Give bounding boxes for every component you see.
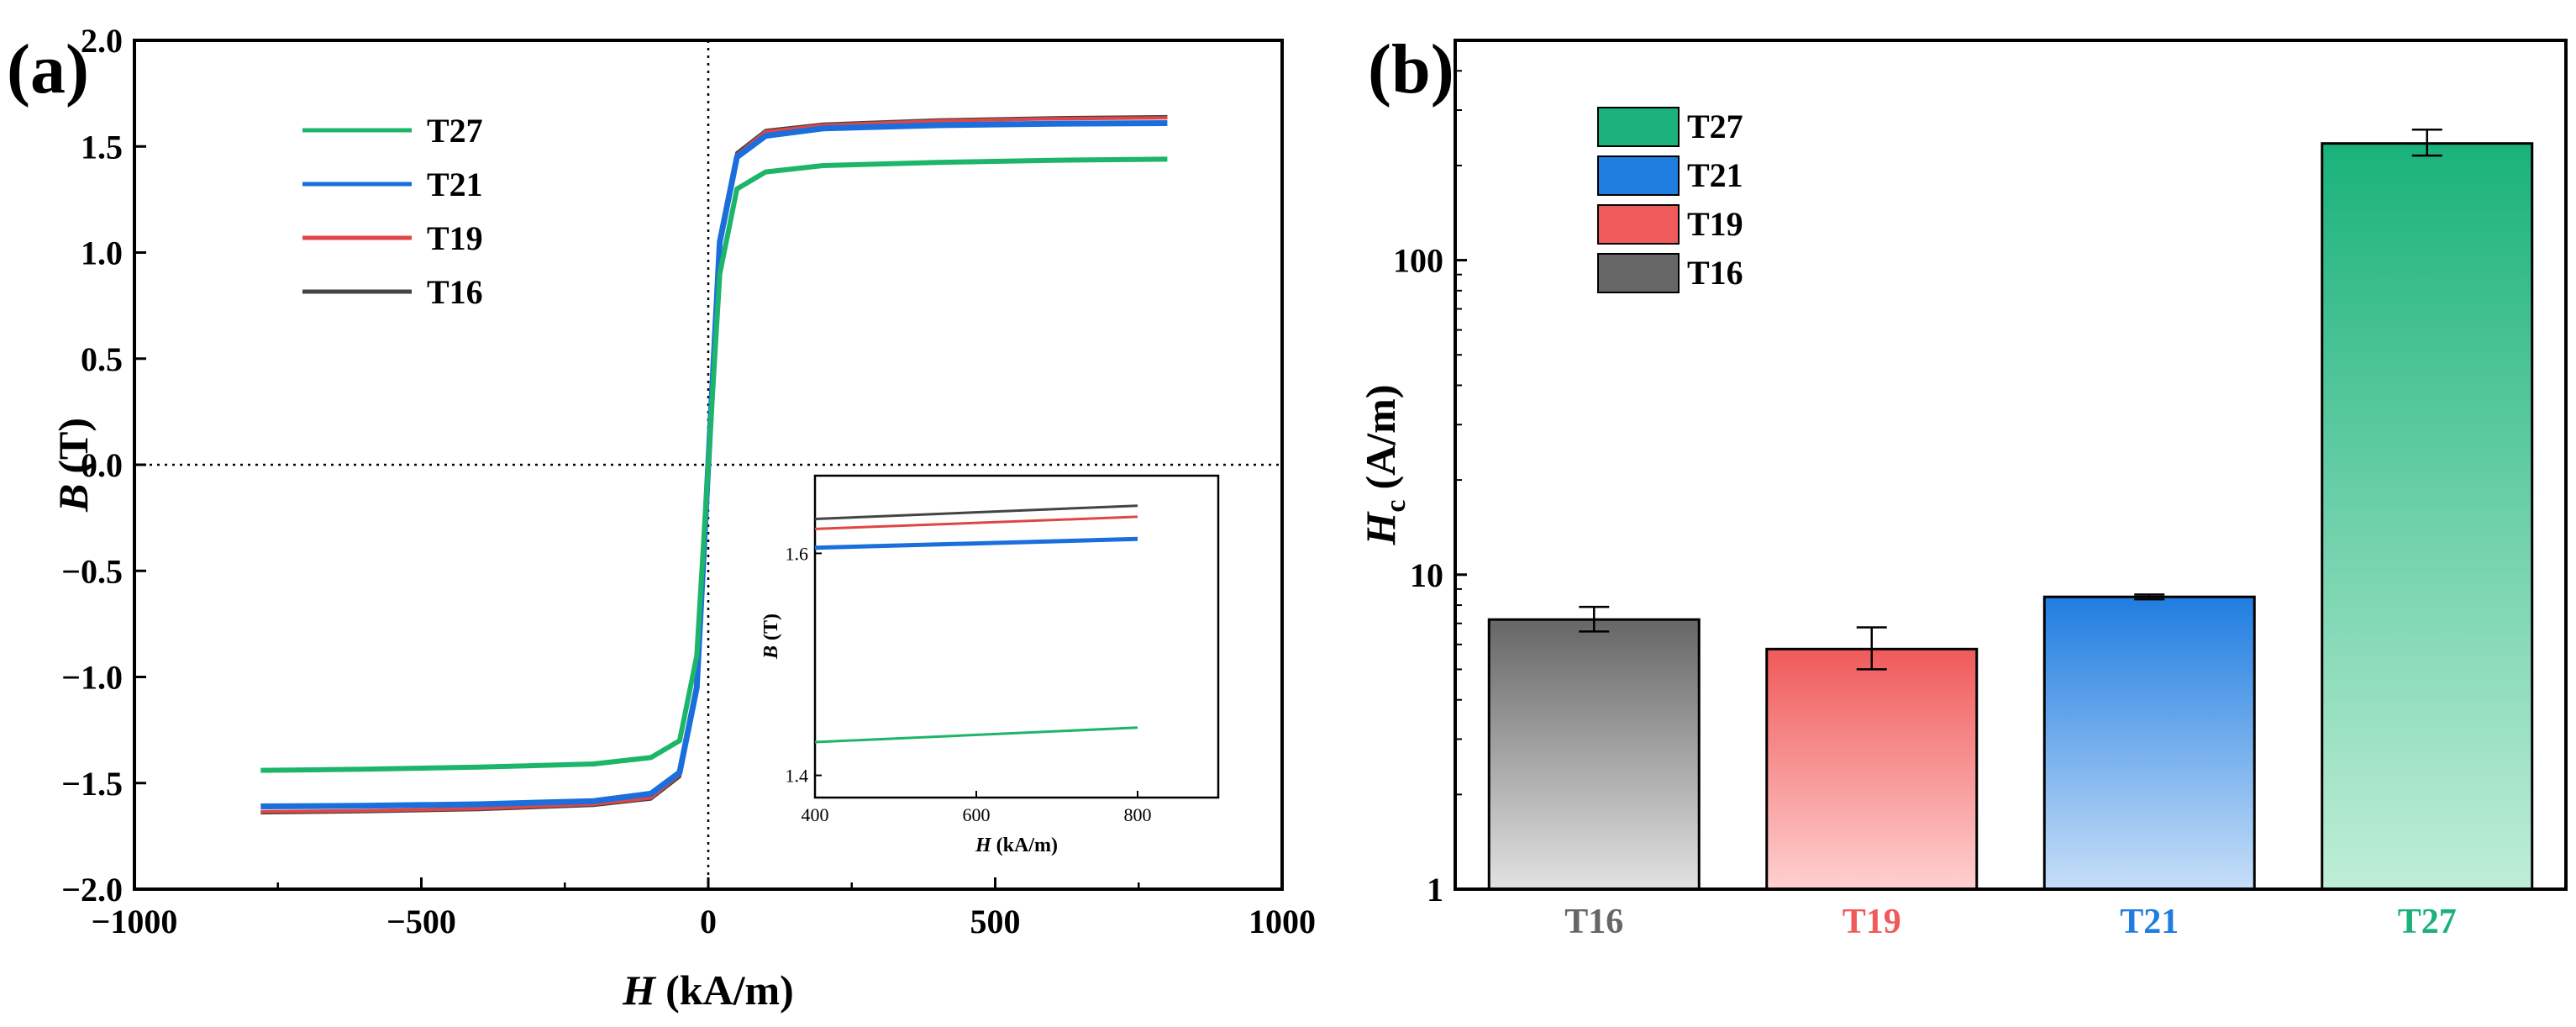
inset-plot: 400 600 800 1.6 1.4 H (kA/m) B (T) (760, 474, 1220, 856)
legend-label-t21: T21 (427, 166, 483, 203)
inset-x-tick-label: 800 (1124, 804, 1152, 825)
x-tick-label: 500 (970, 903, 1021, 940)
inset-frame (813, 474, 1220, 799)
inset-x-unit: (kA/m) (996, 835, 1058, 856)
legend-label-t27: T27 (1687, 108, 1743, 145)
inset-line-t19 (814, 515, 1138, 530)
panel-b-label: (b) (1368, 30, 1454, 108)
category-label-t19: T19 (1843, 903, 1901, 941)
series-line-t27 (260, 156, 1168, 773)
inset-ticks: 400 600 800 1.6 1.4 (786, 543, 1152, 825)
y-axis-symbol: B (50, 484, 97, 513)
panel-a-ticks: −1000 −500 0 500 1000 2.0 1.5 1.0 0.5 0.0 −0.5 −1.0… (61, 22, 1316, 940)
panel-b-frame (1454, 39, 2568, 891)
legend-label-t27: T27 (427, 112, 483, 150)
inset-line-t21 (814, 536, 1138, 550)
y-tick-label: 2.0 (81, 22, 123, 60)
legend-label-t19: T19 (427, 219, 483, 257)
legend-swatch-t27 (1597, 107, 1680, 147)
inset-x-axis-title: H (kA/m) (975, 835, 1058, 856)
x-tick-label: 1000 (1249, 903, 1316, 940)
legend-label-t19: T19 (1687, 205, 1743, 243)
x-tick-label: −1000 (92, 903, 178, 940)
inset-y-tick-label: 1.4 (786, 766, 809, 787)
x-axis-symbol: H (622, 966, 657, 1014)
y-tick-label: 10 (1410, 556, 1443, 594)
inset-y-symbol: B (760, 645, 782, 660)
legend-label-t21: T21 (1687, 156, 1743, 194)
category-label-t21: T21 (2120, 903, 2179, 941)
y-tick-label: 0.5 (81, 340, 123, 378)
y-tick-label: 1.0 (81, 234, 123, 272)
legend-swatch-t16 (1597, 253, 1680, 293)
inset-x-tick-label: 400 (802, 804, 829, 825)
panel-b: (b) T16 T19 T21 T27 100 10 1 T27 T21 T19 T16 Hc (A… (1357, 30, 2568, 941)
inset-x-symbol: H (975, 835, 992, 856)
x-axis-unit: (kA/m) (665, 966, 794, 1014)
x-tick-label: 0 (700, 903, 717, 940)
y-tick-label: −1.5 (61, 765, 123, 803)
legend-swatch-t21 (1597, 155, 1680, 196)
y-tick-label: −2.0 (61, 871, 123, 908)
y-axis-unit: (T) (50, 418, 97, 474)
y-tick-label: −1.0 (61, 659, 123, 697)
bar-t27 (2321, 142, 2534, 891)
y-tick-label: 0.0 (81, 446, 123, 484)
legend-swatch-t19 (1597, 204, 1680, 245)
panel-b-legend: T27 T21 T19 T16 (1597, 107, 1743, 293)
category-label-t27: T27 (2398, 903, 2457, 941)
legend-label-t16: T16 (427, 273, 483, 311)
panel-a-x-axis-title: H (kA/m) (622, 966, 794, 1014)
bar-t19 (1765, 647, 1979, 891)
y-tick-label: 1 (1427, 871, 1443, 908)
inset-y-tick-label: 1.6 (786, 543, 809, 564)
x-tick-label: −500 (386, 903, 456, 940)
inset-x-tick-label: 600 (963, 804, 991, 825)
inset-y-axis-title: B (T) (760, 614, 782, 660)
hc-symbol: H (1357, 510, 1404, 545)
inset-y-unit: (T) (760, 614, 782, 640)
hc-subscript: c (1380, 499, 1412, 512)
y-tick-label: 1.5 (81, 128, 123, 166)
panel-b-y-axis-title: Hc (A/m) (1357, 385, 1412, 546)
legend-label-t16: T16 (1687, 254, 1743, 292)
panel-a: (a) −1000 −500 0 500 1000 2.0 1.5 1.0 0.5 0.0 −0.5… (7, 22, 1316, 1014)
panel-a-series (260, 114, 1168, 815)
y-tick-label: 100 (1393, 242, 1443, 280)
inset-line-t16 (814, 504, 1138, 520)
y-tick-label: −0.5 (61, 552, 123, 590)
panel-b-bars (1487, 129, 2534, 891)
hc-unit: (A/m) (1357, 385, 1404, 490)
panel-a-legend: T27 T21 T19 T16 (302, 112, 483, 311)
panel-a-label: (a) (7, 30, 89, 108)
category-label-t16: T16 (1564, 903, 1623, 941)
panel-a-y-axis-title: B (T) (50, 418, 97, 513)
inset-line-t27 (814, 726, 1138, 744)
bar-t16 (1487, 618, 1701, 891)
panel-b-ticks: T16 T19 T21 T27 100 10 1 (1393, 40, 2457, 941)
bar-t21 (2042, 595, 2256, 891)
inset-series (814, 504, 1138, 744)
